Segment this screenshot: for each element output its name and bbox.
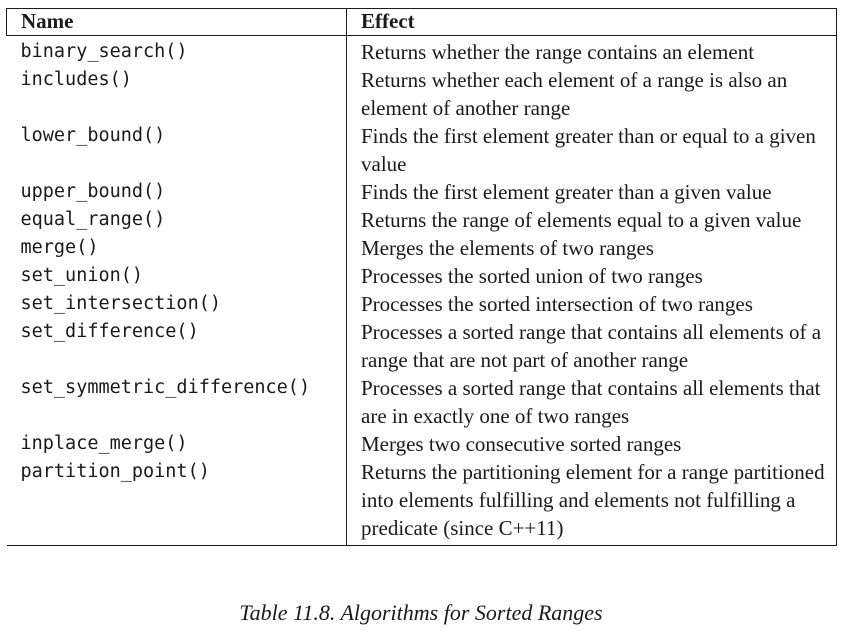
algorithm-effect: Returns the partitioning element for a r… bbox=[346, 458, 837, 546]
table-row: binary_search() Returns whether the rang… bbox=[7, 35, 837, 66]
column-header-effect: Effect bbox=[346, 8, 837, 36]
table-row: set_symmetric_difference() Processes a s… bbox=[7, 374, 837, 430]
algorithms-table: Name Effect binary_search() Returns whet… bbox=[6, 8, 837, 546]
table-row: set_intersection() Processes the sorted … bbox=[7, 290, 837, 318]
table-row: lower_bound() Finds the first element gr… bbox=[7, 122, 837, 178]
table-row: inplace_merge() Merges two consecutive s… bbox=[7, 430, 837, 458]
table-header-row: Name Effect bbox=[6, 8, 837, 36]
algorithm-name: set_intersection() bbox=[20, 293, 221, 314]
table-row: merge() Merges the elements of two range… bbox=[7, 234, 837, 262]
algorithm-effect: Returns the range of elements equal to a… bbox=[346, 206, 837, 234]
algorithm-effect: Processes a sorted range that contains a… bbox=[346, 374, 837, 430]
algorithm-name: partition_point() bbox=[6, 458, 347, 546]
table-row: set_union() Processes the sorted union o… bbox=[7, 262, 837, 290]
column-header-name: Name bbox=[6, 8, 347, 36]
algorithm-name: includes() bbox=[20, 69, 132, 90]
algorithm-effect: Returns whether the range contains an el… bbox=[346, 35, 837, 66]
algorithm-effect: Merges the elements of two ranges bbox=[346, 234, 837, 262]
algorithm-effect: Processes a sorted range that contains a… bbox=[346, 318, 837, 374]
algorithm-effect: Merges two consecutive sorted ranges bbox=[346, 430, 837, 458]
algorithm-name: equal_range() bbox=[20, 209, 166, 230]
table-row: set_difference() Processes a sorted rang… bbox=[7, 318, 837, 374]
algorithm-name: set_difference() bbox=[20, 321, 199, 342]
algorithm-effect: Finds the first element greater than a g… bbox=[346, 178, 837, 206]
table-row: upper_bound() Finds the first element gr… bbox=[7, 178, 837, 206]
algorithm-effect: Returns whether each element of a range … bbox=[346, 66, 837, 122]
algorithm-name: set_symmetric_difference() bbox=[20, 377, 311, 398]
algorithm-name: lower_bound() bbox=[20, 125, 166, 146]
table-row: equal_range() Returns the range of eleme… bbox=[7, 206, 837, 234]
algorithm-name: binary_search() bbox=[20, 41, 188, 62]
table-body: binary_search() Returns whether the rang… bbox=[6, 35, 837, 546]
algorithm-name: set_union() bbox=[20, 265, 144, 286]
algorithm-effect: Finds the first element greater than or … bbox=[346, 122, 837, 178]
table-row: includes() Returns whether each element … bbox=[7, 66, 837, 122]
table-row: partition_point() Returns the partitioni… bbox=[6, 458, 837, 546]
algorithm-name: merge() bbox=[20, 237, 99, 258]
algorithm-effect: Processes the sorted union of two ranges bbox=[346, 262, 837, 290]
algorithm-name: inplace_merge() bbox=[20, 433, 188, 454]
table-caption: Table 11.8. Algorithms for Sorted Ranges bbox=[239, 600, 603, 625]
algorithm-effect: Processes the sorted intersection of two… bbox=[346, 290, 837, 318]
algorithm-name: upper_bound() bbox=[20, 181, 166, 202]
